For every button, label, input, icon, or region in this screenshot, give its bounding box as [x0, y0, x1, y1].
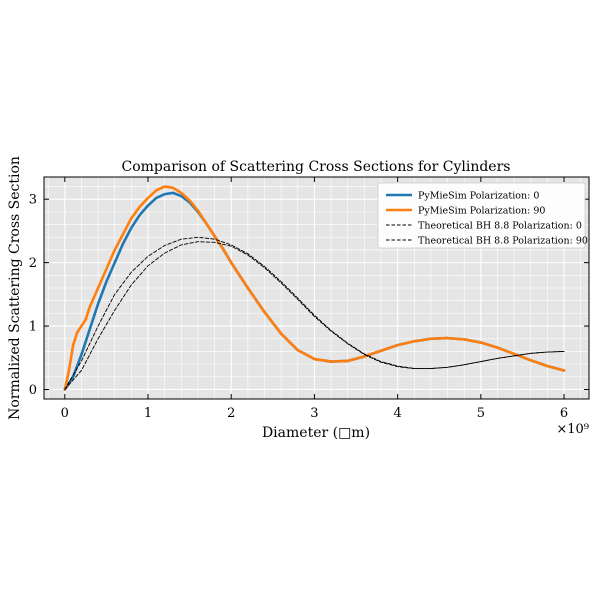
- legend-label-3: Theoretical BH 8.8 Polarization: 90: [418, 236, 588, 247]
- y-tick-label: 1: [29, 320, 37, 335]
- series-layer: [63, 185, 566, 391]
- x-tick-label: 6: [560, 406, 568, 421]
- y-tick-label: 2: [29, 256, 37, 271]
- series-line-3: [64, 236, 565, 390]
- y-tick-label: 3: [29, 193, 37, 208]
- legend-label-1: PyMieSim Polarization: 90: [418, 206, 545, 217]
- x-axis-label: Diameter (□m): [262, 425, 370, 441]
- y-axis-label: Normalized Scattering Cross Section: [7, 156, 23, 420]
- legend-label-0: PyMieSim Polarization: 0: [418, 191, 539, 202]
- legend-label-2: Theoretical BH 8.8 Polarization: 0: [418, 221, 582, 232]
- y-tick-label: 0: [29, 383, 37, 398]
- series-line-1: [63, 185, 566, 391]
- x-tick-label: 2: [227, 406, 235, 421]
- x-tick-label: 0: [61, 406, 69, 421]
- x-tick-label: 5: [477, 406, 485, 421]
- legend-box: [377, 182, 586, 249]
- chart-title: Comparison of Scattering Cross Sections …: [122, 159, 511, 175]
- plot-frame: [43, 176, 590, 400]
- grid-lines: [44, 177, 589, 399]
- legend: PyMieSim Polarization: 0 PyMieSim Polariz…: [377, 182, 588, 249]
- x-tick-label: 4: [393, 406, 401, 421]
- x-tick-label: 1: [144, 406, 152, 421]
- x-tick-label: 3: [310, 406, 318, 421]
- axis-ticks: 0 1 2 3 4 5 6 0 1 2 3: [29, 177, 589, 421]
- x-axis-multiplier: ×10⁹: [556, 422, 589, 437]
